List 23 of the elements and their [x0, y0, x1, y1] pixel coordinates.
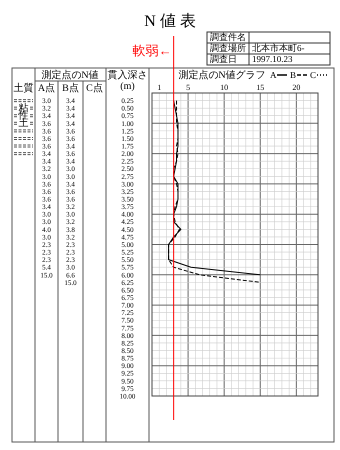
x-tick-label: 5 — [186, 83, 190, 92]
text: 測定点のN値 — [41, 69, 99, 81]
ref-line-label: 軟弱← — [132, 43, 172, 58]
text: 北本市本町6- — [252, 43, 304, 53]
legend-label: B — [290, 70, 296, 80]
x-tick-label: 10 — [220, 83, 228, 92]
text: 調査場所 — [210, 43, 246, 53]
legend-label: A — [270, 70, 277, 80]
text: 調査日 — [210, 54, 237, 64]
text: C点 — [86, 82, 103, 94]
x-tick-label: 15 — [256, 83, 264, 92]
x-tick-label: 20 — [292, 83, 300, 92]
text: 1997.10.23 — [252, 54, 293, 64]
text: 土質 — [14, 82, 34, 94]
text: A点 — [38, 82, 56, 94]
legend-label: C — [310, 70, 316, 80]
x-axis-title: 測定点のN値グラフ — [178, 69, 266, 81]
text: 粘性土 — [18, 102, 28, 130]
chart-title: N 値 表 — [144, 12, 196, 30]
y-axis-title: 貫入深さ (m) — [108, 69, 148, 92]
text: B点 — [62, 82, 79, 94]
x-tick-label: 1 — [157, 83, 162, 92]
text: 調査件名 — [210, 32, 246, 42]
